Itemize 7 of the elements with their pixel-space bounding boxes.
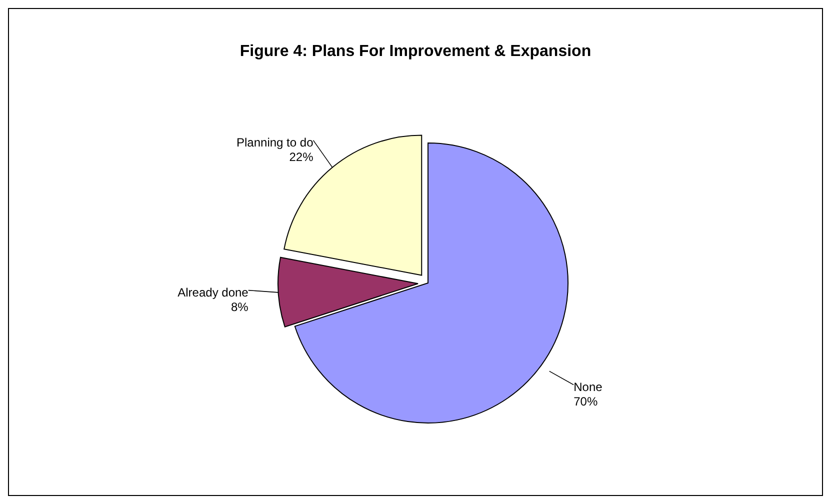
slice-label: Planning to do	[236, 136, 314, 150]
data-label: 22%	[289, 150, 314, 164]
data-label: 70%	[574, 394, 598, 409]
chart-title: Figure 4: Plans For Improvement & Expansion	[240, 43, 592, 60]
data-label: 8%	[231, 300, 249, 314]
slice-label: Already done	[178, 286, 249, 300]
slice-label: None	[574, 380, 603, 394]
